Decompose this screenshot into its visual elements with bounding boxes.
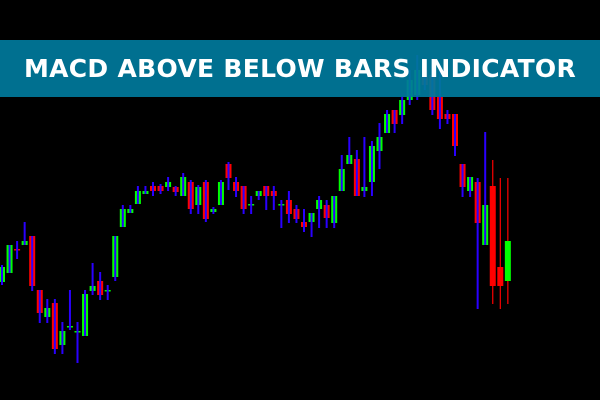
- candle: [202, 180, 209, 222]
- candle: [44, 299, 51, 323]
- candle: [353, 150, 360, 196]
- candle: [142, 186, 149, 194]
- candle: [180, 173, 187, 196]
- candle: [255, 191, 262, 200]
- candle: [134, 186, 141, 204]
- candle: [270, 186, 277, 210]
- candle: [150, 182, 156, 196]
- candle: [504, 178, 511, 304]
- candle: [323, 200, 330, 228]
- candle: [316, 196, 323, 228]
- candle: [346, 137, 353, 164]
- candle: [104, 285, 111, 300]
- candle: [210, 207, 217, 214]
- candle: [376, 123, 383, 169]
- candle: [248, 196, 255, 214]
- candle: [127, 205, 134, 213]
- candle: [119, 205, 126, 227]
- candle-body: [497, 267, 504, 286]
- candle: [399, 97, 406, 124]
- candle: [474, 178, 481, 309]
- candle: [278, 200, 285, 228]
- candle: [66, 290, 73, 330]
- candle: [217, 180, 224, 205]
- candle: [74, 322, 81, 363]
- candle: [452, 114, 458, 156]
- candle: [444, 110, 451, 124]
- candle: [331, 196, 338, 228]
- candle: [36, 290, 43, 323]
- candle: [263, 186, 270, 210]
- candle: [89, 263, 96, 295]
- candle: [301, 209, 307, 232]
- banner-title: MACD ABOVE BELOW BARS INDICATOR: [23, 54, 577, 83]
- candle: [293, 205, 300, 223]
- candle: [21, 222, 28, 245]
- candle: [97, 272, 104, 300]
- candle: [497, 178, 504, 309]
- title-banner: MACD ABOVE BELOW BARS INDICATOR: [0, 40, 600, 97]
- candle: [14, 241, 21, 259]
- candle: [459, 164, 466, 197]
- candle: [240, 186, 247, 214]
- candle: [338, 155, 345, 191]
- candle: [82, 290, 89, 336]
- candle: [308, 213, 315, 237]
- candle: [391, 110, 398, 133]
- candle: [195, 185, 202, 214]
- candle: [384, 110, 391, 133]
- candle: [285, 191, 292, 223]
- candle: [0, 265, 5, 285]
- candle: [59, 322, 66, 354]
- candle: [489, 160, 496, 304]
- candle: [157, 184, 164, 194]
- candle: [368, 141, 375, 196]
- candle: [233, 177, 240, 197]
- candle: [172, 186, 179, 196]
- candle: [361, 137, 368, 197]
- candle: [165, 177, 172, 191]
- candle: [187, 180, 194, 214]
- candle: [467, 177, 474, 197]
- candle: [29, 236, 36, 291]
- candle: [112, 236, 119, 281]
- candle: [51, 299, 58, 354]
- candle: [482, 132, 489, 245]
- candle-body: [489, 186, 496, 286]
- candle: [225, 162, 232, 190]
- candle: [6, 245, 13, 273]
- candle-body: [504, 241, 511, 281]
